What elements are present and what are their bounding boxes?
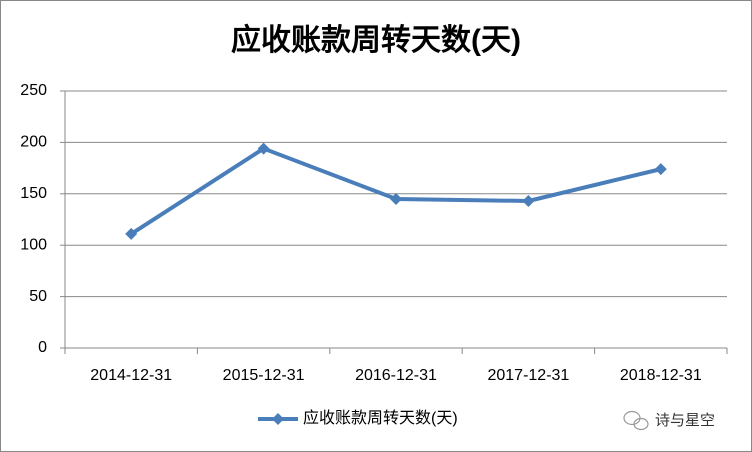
marker: [654, 163, 667, 176]
y-tick-label: 150: [20, 185, 47, 202]
marker: [390, 192, 402, 205]
x-tick-label: 2014-12-31: [90, 367, 172, 384]
x-tick-label: 2015-12-31: [223, 367, 305, 384]
watermark: 诗与星空: [655, 412, 715, 429]
x-tick-label: 2016-12-31: [355, 367, 437, 384]
marker: [522, 194, 535, 207]
chart-title: 应收账款周转天数(天): [231, 23, 521, 57]
marker: [125, 227, 138, 240]
y-tick-label: 250: [20, 82, 47, 99]
y-tick-label: 200: [20, 134, 47, 151]
y-tick-label: 50: [29, 288, 47, 305]
legend-label: 应收账款周转天数(天): [303, 408, 458, 427]
x-tick-label: 2018-12-31: [620, 367, 702, 384]
legend-marker: [272, 413, 284, 425]
y-tick-label: 0: [38, 339, 47, 356]
watermark-icon: [623, 410, 649, 431]
y-tick-label: 100: [20, 236, 47, 253]
marker: [257, 142, 270, 155]
x-tick-label: 2017-12-31: [487, 367, 569, 384]
